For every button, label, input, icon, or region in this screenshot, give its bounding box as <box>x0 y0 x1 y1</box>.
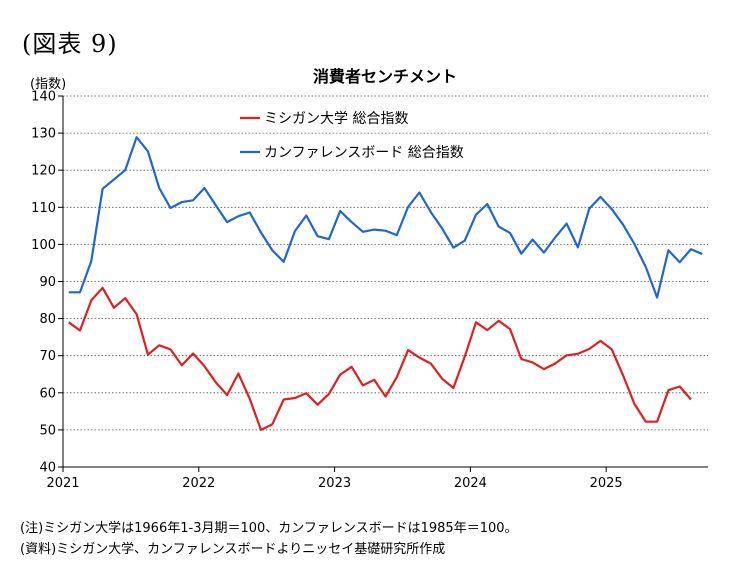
legend-label-2: カンファレンスボード 総合指数 <box>264 145 464 161</box>
x-tick-label: 2023 <box>318 476 351 491</box>
y-tick-label: 40 <box>39 461 56 476</box>
figure-label: (図表 9) <box>22 30 118 58</box>
source-text: (資料)ミシガン大学、カンファレンスボードよりニッセイ基礎研究所作成 <box>20 542 446 557</box>
x-tick-labels: 2021 2022 2023 2024 2025 <box>46 476 622 491</box>
x-tick-label: 2024 <box>454 476 487 491</box>
y-tick-label: 80 <box>39 312 56 327</box>
chart-title: 消費者センチメント <box>313 67 457 86</box>
y-axis-unit-label: (指数) <box>30 77 66 92</box>
x-tick-label: 2025 <box>590 476 623 491</box>
y-tick-labels: 40 50 60 70 80 90 100 110 120 130 140 <box>31 90 56 476</box>
y-tick-label: 100 <box>31 238 56 253</box>
y-tick-label: 120 <box>31 164 56 179</box>
series-line-1 <box>68 286 692 431</box>
y-tick-label: 50 <box>39 423 56 438</box>
y-tick-label: 130 <box>31 127 56 142</box>
y-tick-label: 110 <box>31 201 56 216</box>
x-tick-label: 2021 <box>46 476 79 491</box>
y-tick-label: 140 <box>31 90 56 105</box>
legend-label-1: ミシガン大学 総合指数 <box>264 111 408 127</box>
x-tick-label: 2022 <box>182 476 215 491</box>
series-lines <box>68 136 703 431</box>
y-tick-label: 60 <box>39 386 56 401</box>
axes <box>58 95 708 472</box>
y-tick-label: 70 <box>39 349 56 364</box>
note-text: (注)ミシガン大学は1966年1-3月期＝100、カンファレンスボードは1985… <box>20 521 518 536</box>
y-tick-label: 90 <box>39 275 56 290</box>
gridlines <box>63 95 708 431</box>
series-line-2 <box>68 136 703 299</box>
